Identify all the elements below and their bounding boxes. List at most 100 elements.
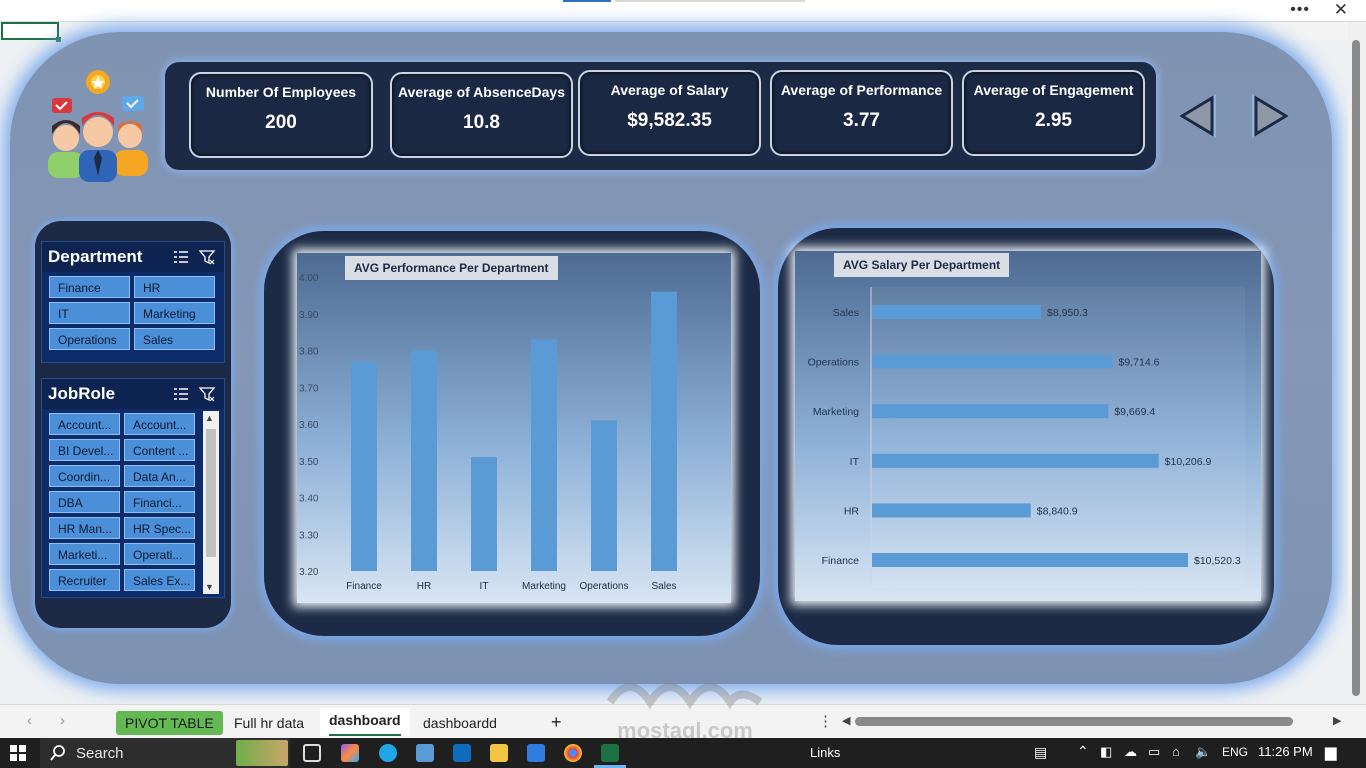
chevron-up-icon[interactable]: ⌃ — [1077, 743, 1089, 759]
multi-select-icon[interactable] — [172, 385, 190, 403]
data-label: $9,714.6 — [1119, 357, 1160, 369]
bar[interactable] — [351, 361, 377, 571]
x-tick-label: HR — [417, 581, 431, 592]
close-icon[interactable]: ✕ — [1333, 0, 1348, 19]
slicer-item-jobrole[interactable]: Operati... — [124, 543, 195, 565]
slicer-item-sales[interactable]: Sales — [134, 328, 215, 350]
slicer-item-finance[interactable]: Finance — [49, 276, 130, 298]
bar[interactable] — [591, 420, 617, 571]
slicer-header: Department — [42, 242, 224, 272]
language-indicator[interactable]: ENG — [1222, 745, 1249, 759]
slicer-item-jobrole[interactable]: Sales Ex... — [124, 569, 195, 591]
tab-dashboard[interactable]: dashboard — [320, 708, 410, 736]
chrome-icon[interactable] — [564, 744, 582, 762]
kpi-value: 10.8 — [463, 112, 500, 133]
bar[interactable] — [872, 305, 1041, 319]
previous-arrow-icon[interactable] — [1172, 90, 1222, 142]
copilot-icon[interactable] — [341, 744, 359, 762]
kpi-card-employees: Number Of Employees 200 — [189, 72, 373, 158]
windows-start-icon[interactable] — [10, 745, 26, 761]
slicer-scrollbar[interactable]: ▲ ▼ — [203, 411, 219, 594]
prev-sheet-icon[interactable]: ‹ — [27, 712, 32, 729]
clear-filter-icon[interactable] — [198, 385, 216, 403]
slicer-item-jobrole[interactable]: Financi... — [124, 491, 195, 513]
next-sheet-icon[interactable]: › — [60, 712, 65, 729]
network-icon[interactable]: ⌂ — [1172, 744, 1180, 759]
y-tick-label: 3.20 — [299, 567, 319, 578]
clock[interactable]: 11:26 PM — [1258, 744, 1313, 759]
slicer-item-hr[interactable]: HR — [134, 276, 215, 298]
y-tick-label: 3.90 — [299, 310, 319, 321]
file-explorer-icon[interactable] — [490, 744, 508, 762]
kpi-value: 200 — [265, 112, 297, 133]
slicer-item-jobrole[interactable]: Marketi... — [49, 543, 120, 565]
horizontal-scroll-thumb[interactable] — [855, 717, 1293, 726]
scroll-down-icon[interactable]: ▼ — [205, 582, 214, 592]
links-toolbar[interactable]: Links — [810, 745, 841, 760]
slicer-item-jobrole[interactable]: Recruiter — [49, 569, 120, 591]
defender-icon[interactable] — [527, 744, 545, 762]
notifications-icon[interactable]: ▆ — [1325, 744, 1337, 761]
scroll-thumb[interactable] — [1352, 40, 1360, 696]
taskbar-search[interactable]: Search — [40, 738, 290, 768]
slicer-item-it[interactable]: IT — [49, 302, 130, 324]
kpi-label: Average of Performance — [780, 82, 943, 98]
slicer-item-jobrole[interactable]: Account... — [49, 413, 120, 435]
slicer-item-marketing[interactable]: Marketing — [134, 302, 215, 324]
battery-icon[interactable]: ▭ — [1148, 744, 1161, 759]
bar[interactable] — [872, 404, 1109, 419]
slicer-item-jobrole[interactable]: DBA — [49, 491, 120, 513]
slicer-item-jobrole[interactable]: BI Devel... — [49, 439, 120, 461]
add-sheet-button[interactable]: + — [551, 712, 562, 732]
slicer-item-jobrole[interactable]: Data An... — [124, 465, 195, 487]
excel-icon[interactable] — [601, 744, 619, 762]
bar[interactable] — [872, 354, 1113, 369]
bar[interactable] — [471, 457, 497, 571]
bar[interactable] — [531, 339, 557, 571]
y-tick-label: Finance — [822, 555, 860, 567]
slicer-header: JobRole — [42, 379, 224, 409]
outlook-icon[interactable] — [453, 744, 471, 762]
slicer-item-operations[interactable]: Operations — [49, 328, 130, 350]
kpi-card-absence: Average of AbsenceDays 10.8 — [390, 72, 573, 158]
onedrive-icon[interactable]: ☁ — [1124, 744, 1137, 759]
more-options-icon[interactable]: ••• — [1290, 1, 1310, 18]
tab-pivot-table[interactable]: PIVOT TABLE — [116, 711, 223, 735]
kpi-label: Number Of Employees — [205, 84, 357, 100]
y-tick-label: 3.30 — [299, 530, 319, 541]
tab-full-hr-data[interactable]: Full hr data — [234, 715, 305, 731]
scroll-thumb[interactable] — [206, 429, 216, 557]
more-icon[interactable]: ⋮ — [818, 713, 833, 730]
scroll-up-icon[interactable]: ▲ — [205, 413, 214, 423]
y-tick-label: Sales — [833, 307, 859, 319]
data-label: $8,840.9 — [1037, 505, 1078, 517]
task-view-icon[interactable] — [303, 744, 321, 762]
multi-select-icon[interactable] — [172, 248, 190, 266]
slicer-item-jobrole[interactable]: Account... — [124, 413, 195, 435]
tab-dashboardd[interactable]: dashboardd — [423, 715, 497, 731]
bar[interactable] — [411, 350, 437, 572]
clear-filter-icon[interactable] — [198, 248, 216, 266]
active-tab-indicator — [563, 0, 611, 2]
store-icon[interactable] — [416, 744, 434, 762]
bar[interactable] — [651, 291, 677, 571]
next-arrow-icon[interactable] — [1246, 90, 1296, 142]
scroll-right-icon[interactable]: ▶ — [1333, 715, 1342, 727]
vertical-scrollbar[interactable] — [1348, 22, 1366, 704]
bar[interactable] — [872, 503, 1031, 518]
news-icon[interactable]: ▤ — [1034, 744, 1048, 760]
kpi-value: $9,582.35 — [627, 110, 712, 131]
slicer-item-jobrole[interactable]: HR Man... — [49, 517, 120, 539]
volume-icon[interactable]: 🔈 — [1195, 744, 1212, 759]
slicer-item-jobrole[interactable]: Content ... — [124, 439, 195, 461]
y-tick-label: Marketing — [813, 406, 859, 418]
slicer-item-jobrole[interactable]: Coordin... — [49, 465, 120, 487]
bar[interactable] — [872, 553, 1188, 567]
scroll-left-icon[interactable]: ◀ — [842, 715, 851, 727]
edge-icon[interactable] — [379, 744, 397, 762]
bar[interactable] — [872, 453, 1159, 468]
selected-cell[interactable] — [1, 22, 61, 42]
slicer-item-jobrole[interactable]: HR Spec... — [124, 517, 195, 539]
x-tick-label: IT — [480, 581, 489, 592]
camera-icon[interactable]: ◧ — [1100, 744, 1113, 759]
